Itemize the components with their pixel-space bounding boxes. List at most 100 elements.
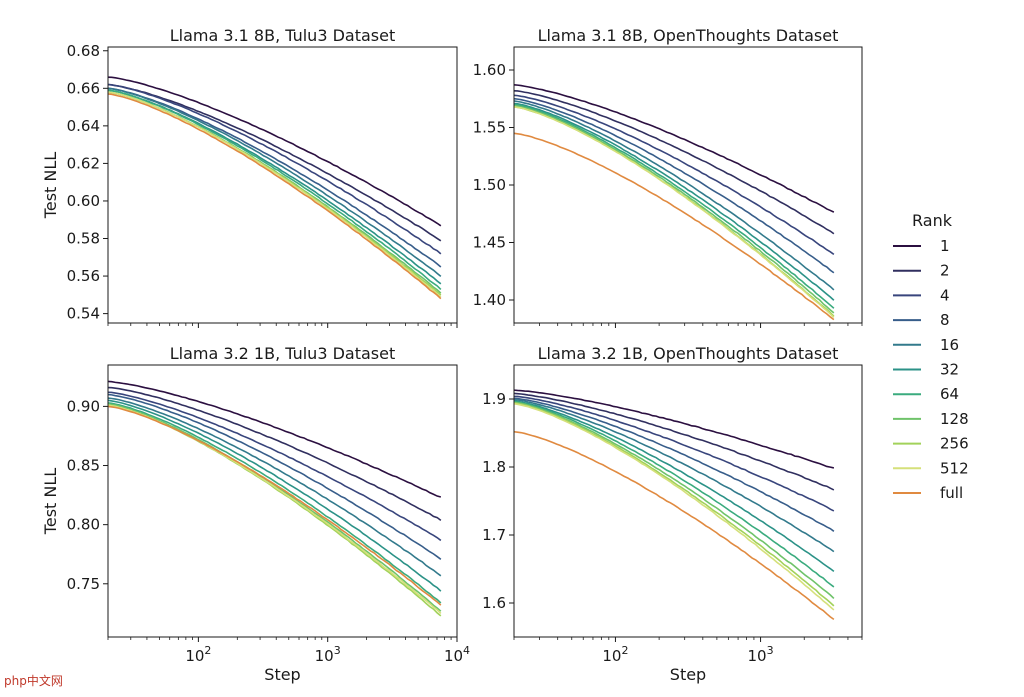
series-line-32 [513,102,835,301]
legend-label: 1 [940,237,950,255]
series-line-16 [107,397,442,577]
x-tick-label: 102 [185,644,211,665]
series-line-8 [107,87,442,268]
legend-entry-full: full [893,484,963,502]
legend: Rank 1 2 4 8 16 32 64 128 256 512 full [893,211,969,502]
series-line-8 [107,393,442,560]
y-tick-label: 1.8 [482,458,506,476]
legend-entry-32: 32 [893,361,959,379]
series-line-16 [513,100,835,291]
axes-frame [513,364,863,638]
legend-entry-64: 64 [893,385,959,403]
panel-title: Llama 3.2 1B, Tulu3 Dataset [170,344,396,363]
y-tick-label: 0.62 [67,154,100,172]
series-line-16 [107,87,442,277]
x-tick-label: 103 [315,644,341,665]
series-line-4 [107,83,442,255]
series-line-512 [107,404,442,615]
axes-frame [107,46,458,324]
y-tick-label: 0.54 [67,305,100,323]
legend-label: 32 [940,361,959,379]
x-tick-label: 104 [444,644,470,665]
y-tick-label: 0.75 [67,575,100,593]
y-tick-label: 0.60 [67,192,100,210]
y-tick-label: 0.64 [67,117,100,135]
series-line-8 [513,397,835,532]
y-tick-label: 0.85 [67,457,100,475]
y-tick-label: 1.50 [473,176,506,194]
legend-entry-2: 2 [893,262,950,280]
series-line-8 [513,97,835,274]
legend-label: 256 [940,435,969,453]
series-line-full [513,132,835,321]
legend-entry-128: 128 [893,410,969,428]
series-line-16 [513,398,835,553]
y-tick-label: 0.80 [67,516,100,534]
legend-entry-4: 4 [893,286,950,304]
x-axis-label: Step [264,665,300,684]
y-tick-label: 1.40 [473,291,506,309]
series-line-128 [107,403,442,612]
series-line-4 [107,391,442,542]
x-tick-label: 102 [602,644,628,665]
series-line-128 [107,91,442,294]
series-line-256 [513,402,835,607]
series-line-1 [513,389,835,469]
watermark: php中文网 [4,674,63,688]
series-line-512 [513,402,835,611]
series-line-256 [107,91,442,296]
y-axis-label: Test NLL [41,468,60,535]
series-line-512 [107,91,442,298]
series-line-64 [513,103,835,309]
legend-label: 64 [940,385,959,403]
legend-label: 2 [940,262,950,280]
x-tick-label: 103 [748,644,774,665]
series-line-full [107,93,442,300]
series-line-full [107,405,442,606]
series-line-128 [513,104,835,314]
legend-label: 512 [940,459,969,477]
x-axis-label: Step [670,665,706,684]
axes-frame [107,364,458,638]
axes-frame [513,46,863,324]
series-line-128 [513,401,835,600]
series-line-2 [107,83,442,242]
panel-title: Llama 3.1 8B, Tulu3 Dataset [170,26,396,45]
y-tick-label: 0.56 [67,267,100,285]
series-line-256 [513,105,835,317]
legend-entry-8: 8 [893,311,950,329]
legend-entry-256: 256 [893,435,969,453]
legend-label: 16 [940,336,959,354]
legend-entry-512: 512 [893,459,969,477]
y-tick-label: 0.90 [67,397,100,415]
series-line-2 [107,386,442,522]
series-line-2 [513,89,835,235]
y-tick-label: 1.45 [473,234,506,252]
legend-label: 128 [940,410,969,428]
panel-2: Llama 3.1 8B, OpenThoughts Dataset 1.40 1.… [473,26,863,328]
y-tick-label: 0.66 [67,79,100,97]
series-line-1 [107,380,442,498]
series-line-4 [513,94,835,256]
series-line-32 [513,400,835,572]
panel-3: Llama 3.2 1B, Tulu3 Dataset 0.75 0.80 0.85 0… [41,344,470,684]
legend-label: full [940,484,963,502]
panel-title: Llama 3.2 1B, OpenThoughts Dataset [538,344,839,363]
series-line-64 [107,402,442,604]
series-line-64 [513,401,835,588]
legend-title: Rank [912,211,953,230]
series-line-1 [513,84,835,213]
panel-title: Llama 3.1 8B, OpenThoughts Dataset [538,26,839,45]
series-line-64 [107,89,442,290]
legend-label: 4 [940,286,950,304]
series-line-512 [513,106,835,318]
y-tick-label: 1.60 [473,61,506,79]
series-line-full [513,430,835,621]
panel-4: Llama 3.2 1B, OpenThoughts Dataset 1.6 1.7… [482,344,863,684]
y-tick-label: 1.55 [473,119,506,137]
y-tick-label: 1.6 [482,594,506,612]
series-line-2 [513,392,835,491]
series-line-32 [107,399,442,592]
y-tick-label: 0.68 [67,42,100,60]
